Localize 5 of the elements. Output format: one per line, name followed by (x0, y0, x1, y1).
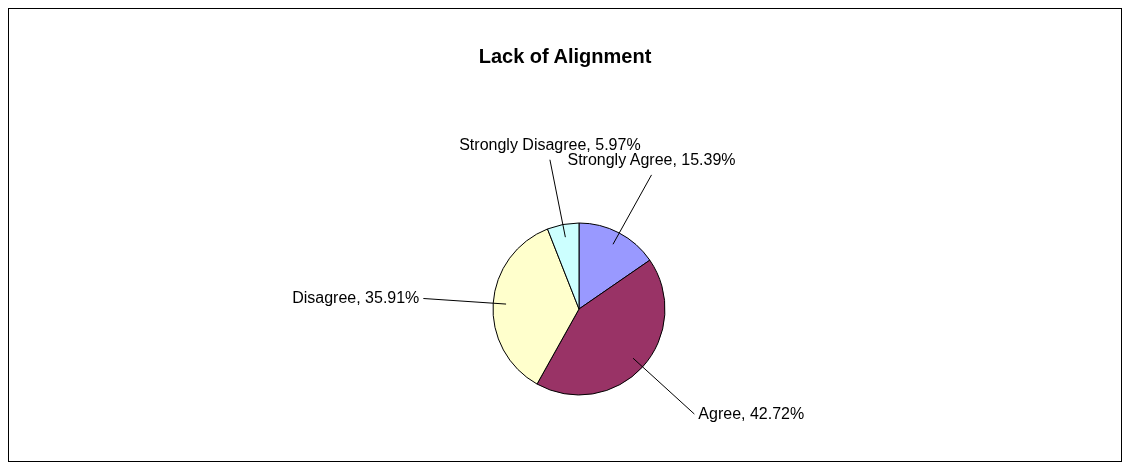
slice-label: Strongly Disagree, 5.97% (459, 135, 641, 153)
slice-label: Disagree, 35.91% (292, 289, 420, 307)
slice-label: Agree, 42.72% (698, 405, 805, 423)
chart-title: Lack of Alignment (477, 45, 653, 68)
slice-label: Strongly Agree, 15.39% (567, 150, 736, 168)
